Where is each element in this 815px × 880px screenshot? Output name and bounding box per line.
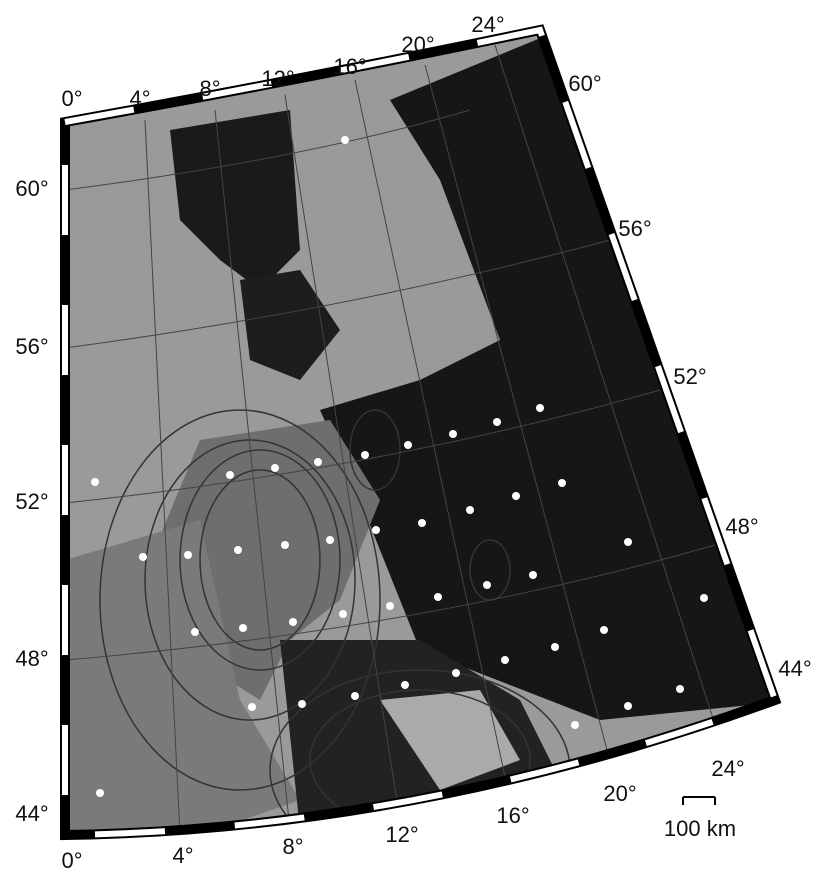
station (386, 602, 394, 610)
coordinate-label: 44° (15, 801, 48, 826)
map-body (0, 0, 815, 880)
coordinate-label: 48° (725, 514, 758, 539)
coordinate-label: 16° (496, 803, 529, 828)
coordinate-label: 20° (401, 32, 434, 57)
coordinate-label: 56° (618, 216, 651, 241)
coordinate-label: 48° (15, 646, 48, 671)
coordinate-label: 12° (261, 66, 294, 91)
coordinate-label: 44° (778, 656, 811, 681)
station (700, 594, 708, 602)
station (624, 538, 632, 546)
station (434, 593, 442, 601)
station (624, 702, 632, 710)
coordinate-label: 4° (172, 843, 193, 868)
station (493, 418, 501, 426)
station (512, 492, 520, 500)
station (571, 721, 579, 729)
station (600, 626, 608, 634)
station (271, 464, 279, 472)
map: 100 km 0° 4° 8° 12° 16° 20° 24° 60° 56° 52° 48° 44°… (0, 0, 815, 880)
station (418, 519, 426, 527)
station (96, 789, 104, 797)
station (676, 685, 684, 693)
coordinate-label: 0° (61, 86, 82, 111)
station (351, 692, 359, 700)
coordinate-label: 0° (61, 848, 82, 873)
station (289, 618, 297, 626)
station (326, 536, 334, 544)
station (248, 703, 256, 711)
station (401, 681, 409, 689)
station (452, 669, 460, 677)
station (239, 624, 247, 632)
station (529, 571, 537, 579)
coordinate-label: 4° (129, 86, 150, 111)
station (314, 458, 322, 466)
station (91, 478, 99, 486)
station (298, 700, 306, 708)
station (483, 581, 491, 589)
station (536, 404, 544, 412)
coordinate-label: 60° (15, 176, 48, 201)
station (234, 546, 242, 554)
station (466, 506, 474, 514)
coordinate-label: 12° (385, 822, 418, 847)
station (404, 441, 412, 449)
coordinate-label: 20° (603, 781, 636, 806)
coordinate-label: 24° (711, 756, 744, 781)
station (341, 136, 349, 144)
coordinate-label: 60° (568, 71, 601, 96)
coordinate-label: 56° (15, 334, 48, 359)
coordinate-label: 8° (282, 834, 303, 859)
station (226, 471, 234, 479)
coordinate-label: 52° (673, 364, 706, 389)
coordinate-label: 24° (471, 12, 504, 37)
station (501, 656, 509, 664)
station (449, 430, 457, 438)
coordinate-label: 52° (15, 489, 48, 514)
station (139, 553, 147, 561)
station (339, 610, 347, 618)
station (191, 628, 199, 636)
station (281, 541, 289, 549)
scale-label: 100 km (664, 816, 736, 841)
station (184, 551, 192, 559)
station (372, 526, 380, 534)
station (361, 451, 369, 459)
coordinate-label: 8° (199, 76, 220, 101)
coordinate-label: 16° (333, 54, 366, 79)
station (558, 479, 566, 487)
station (551, 643, 559, 651)
